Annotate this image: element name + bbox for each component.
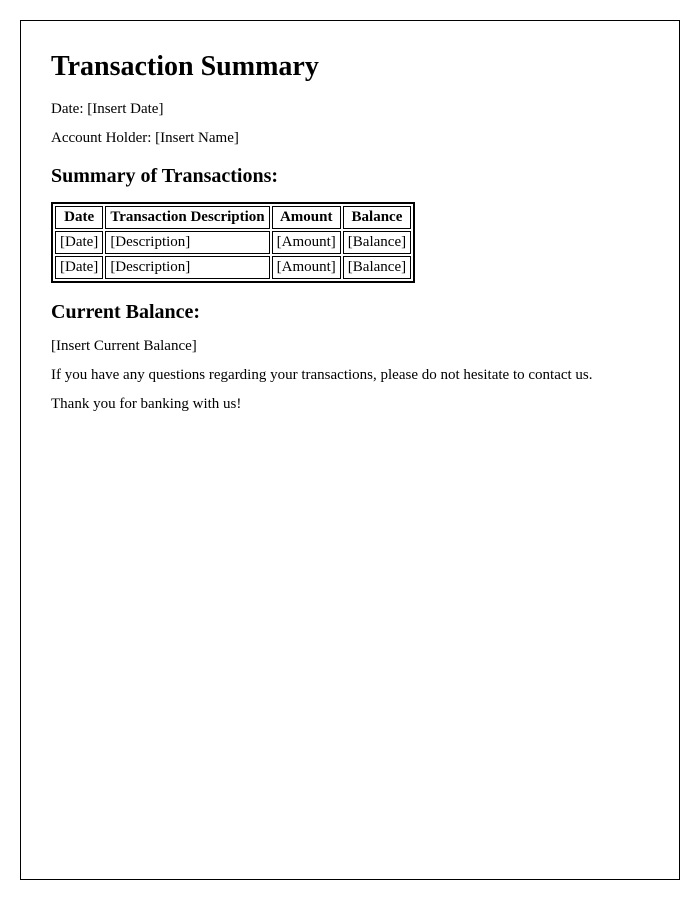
table-row: [Date] [Description] [Amount] [Balance]: [55, 231, 411, 254]
contact-text: If you have any questions regarding your…: [51, 367, 649, 384]
cell-amount: [Amount]: [272, 231, 341, 254]
cell-amount: [Amount]: [272, 256, 341, 279]
thanks-text: Thank you for banking with us!: [51, 396, 649, 413]
transactions-table: Date Transaction Description Amount Bala…: [51, 202, 415, 283]
cell-description: [Description]: [105, 231, 269, 254]
cell-balance: [Balance]: [343, 256, 411, 279]
page-title: Transaction Summary: [51, 51, 649, 83]
table-header-row: Date Transaction Description Amount Bala…: [55, 206, 411, 229]
cell-description: [Description]: [105, 256, 269, 279]
current-balance-value: [Insert Current Balance]: [51, 338, 649, 355]
cell-balance: [Balance]: [343, 231, 411, 254]
date-value: [Insert Date]: [87, 101, 163, 117]
account-holder-value: [Insert Name]: [155, 130, 239, 146]
date-line: Date: [Insert Date]: [51, 101, 649, 118]
cell-date: [Date]: [55, 256, 103, 279]
col-date: Date: [55, 206, 103, 229]
cell-date: [Date]: [55, 231, 103, 254]
col-description: Transaction Description: [105, 206, 269, 229]
account-holder-line: Account Holder: [Insert Name]: [51, 130, 649, 147]
col-balance: Balance: [343, 206, 411, 229]
col-amount: Amount: [272, 206, 341, 229]
date-label: Date:: [51, 101, 87, 117]
summary-heading: Summary of Transactions:: [51, 165, 649, 188]
current-balance-heading: Current Balance:: [51, 301, 649, 324]
account-holder-label: Account Holder:: [51, 130, 155, 146]
document-page: Transaction Summary Date: [Insert Date] …: [20, 20, 680, 880]
table-row: [Date] [Description] [Amount] [Balance]: [55, 256, 411, 279]
